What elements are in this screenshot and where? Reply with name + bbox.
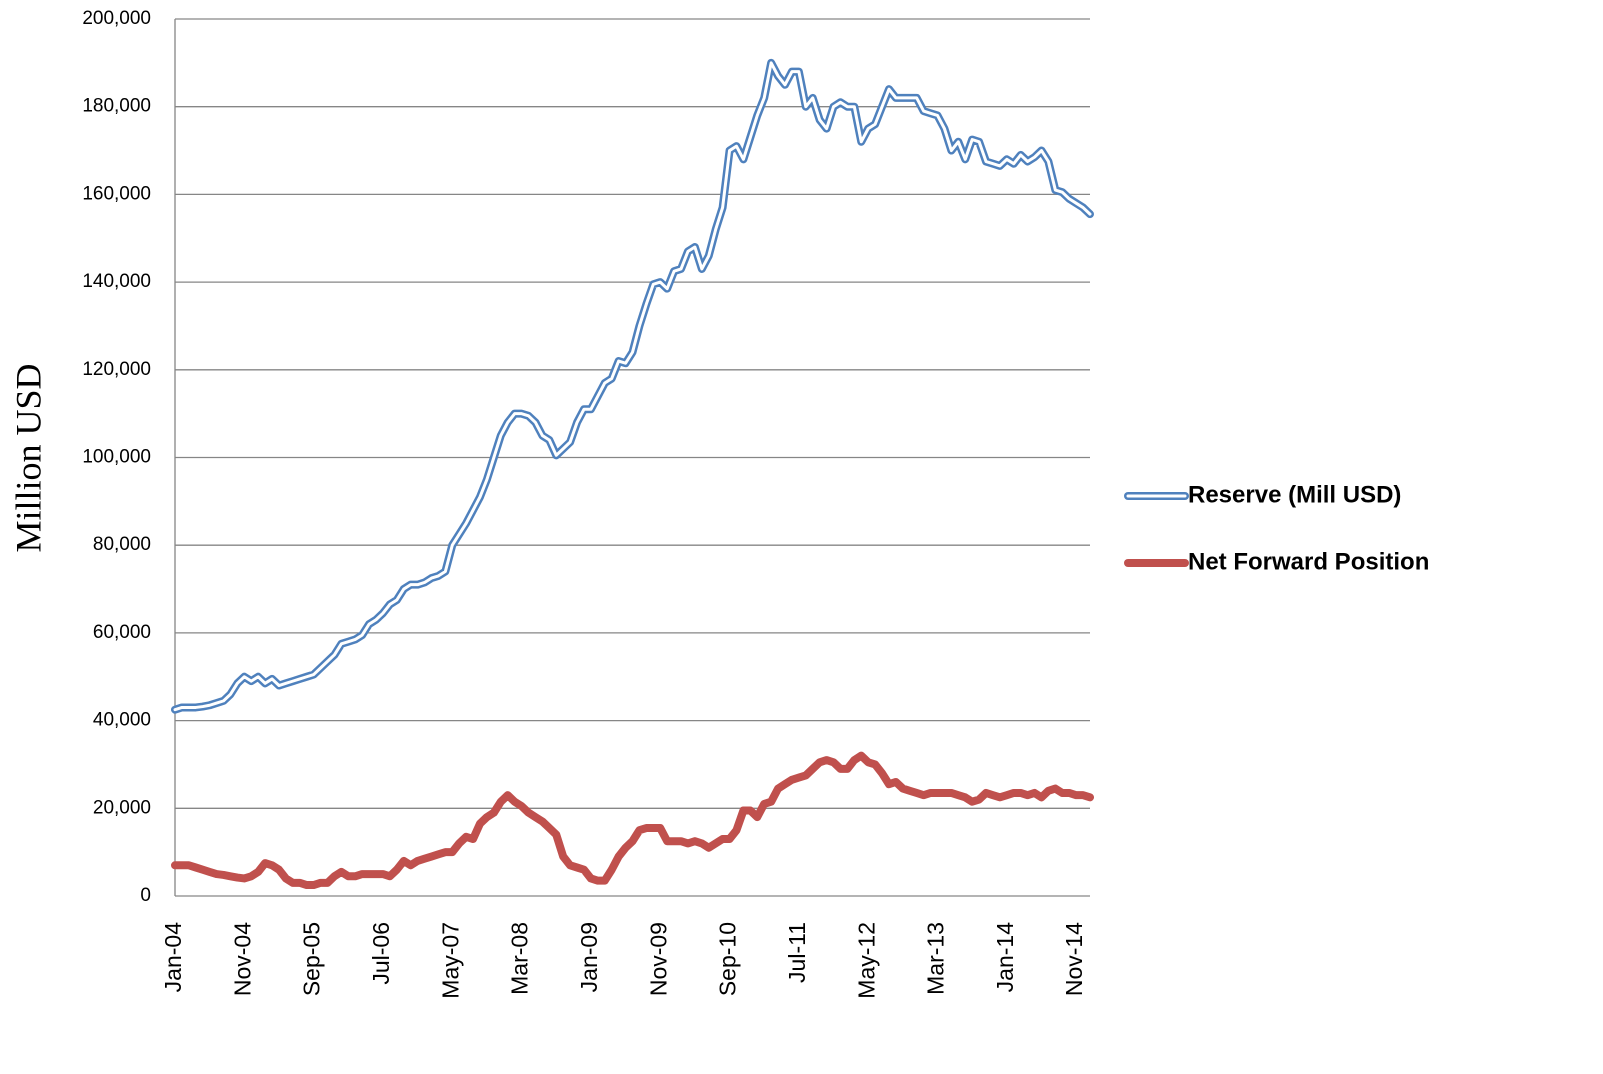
x-tick-label: Jan-14	[992, 922, 1018, 993]
y-tick-label: 160,000	[82, 183, 151, 204]
x-tick-label: May-07	[437, 922, 463, 999]
x-tick-label: Jan-04	[160, 922, 186, 993]
x-tick-label: Nov-09	[645, 922, 671, 996]
x-tick-label: Jul-06	[368, 922, 394, 985]
x-tick-label: Nov-04	[229, 922, 255, 996]
legend-label: Net Forward Position	[1188, 548, 1429, 575]
y-tick-label: 20,000	[93, 797, 151, 818]
y-tick-label: 180,000	[82, 96, 151, 117]
x-tick-label: Mar-08	[507, 922, 533, 995]
x-tick-label: Sep-10	[715, 922, 741, 996]
series-line	[171, 751, 1094, 890]
y-tick-label: 200,000	[82, 8, 151, 29]
x-tick-label: Mar-13	[923, 922, 949, 995]
y-tick-label: 0	[140, 885, 151, 906]
y-tick-label: 120,000	[82, 359, 151, 380]
y-tick-label: 60,000	[93, 622, 151, 643]
series-line	[171, 58, 1094, 714]
y-axis-title: Million USD	[8, 363, 48, 552]
y-tick-label: 80,000	[93, 534, 151, 555]
legend-label: Reserve (Mill USD)	[1188, 481, 1401, 508]
y-tick-label: 140,000	[82, 271, 151, 292]
x-tick-label: Jul-11	[784, 922, 810, 983]
y-tick-label: 40,000	[93, 710, 151, 731]
series-line-inner	[173, 61, 1092, 712]
x-tick-label: Jan-09	[576, 922, 602, 992]
x-tick-label: Nov-14	[1061, 922, 1087, 996]
y-tick-label: 100,000	[82, 447, 151, 468]
x-tick-label: Sep-05	[299, 922, 325, 996]
x-tick-label: May-12	[853, 922, 879, 999]
